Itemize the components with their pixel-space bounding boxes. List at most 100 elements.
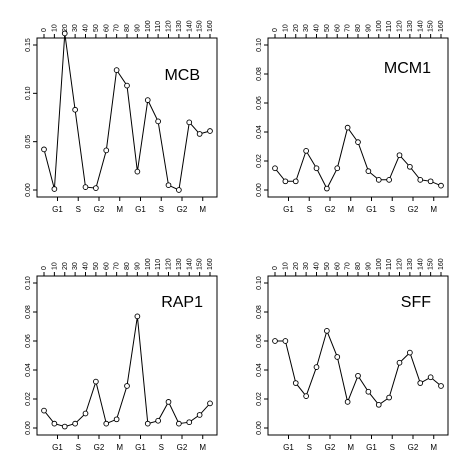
y-tick-label-rap1-3: 0.06 bbox=[25, 334, 32, 348]
data-point-mcm1-14 bbox=[417, 177, 424, 183]
top-tick-label-rap1-6: 60 bbox=[103, 262, 110, 270]
top-tick-label-sff-11: 110 bbox=[386, 259, 393, 270]
bottom-tick-label-mcm1-6: G2 bbox=[408, 205, 419, 214]
data-point-rap1-4 bbox=[82, 410, 89, 417]
bottom-tick-label-rap1-4: G1 bbox=[135, 443, 146, 452]
top-tick-label-mcm1-16: 160 bbox=[438, 20, 445, 32]
data-point-mcm1-4 bbox=[313, 165, 320, 172]
top-tick-label-mcm1-7: 70 bbox=[345, 24, 352, 32]
top-tick-label-mcm1-10: 100 bbox=[376, 20, 383, 32]
y-tick-label-sff-0: 0.00 bbox=[256, 421, 263, 435]
top-tick-label-mcm1-6: 60 bbox=[334, 24, 341, 32]
data-point-rap1-12 bbox=[165, 399, 172, 405]
top-tick-label-sff-5: 50 bbox=[324, 262, 331, 270]
top-tick-label-sff-4: 40 bbox=[314, 262, 321, 270]
panel-title-sff: SFF bbox=[401, 294, 431, 311]
top-tick-label-sff-13: 130 bbox=[407, 258, 414, 270]
data-point-mcm1-12 bbox=[396, 152, 403, 159]
top-tick-label-sff-2: 20 bbox=[293, 262, 300, 270]
bottom-tick-label-mcm1-1: S bbox=[307, 205, 312, 214]
data-point-mcm1-9 bbox=[365, 168, 372, 175]
data-point-sff-14 bbox=[417, 380, 424, 386]
top-tick-label-mcb-3: 30 bbox=[72, 24, 79, 32]
panel-title-mcm1: MCM1 bbox=[384, 60, 431, 77]
y-tick-label-mcb-1: 0.05 bbox=[25, 135, 32, 149]
data-point-rap1-16 bbox=[207, 400, 213, 407]
data-point-rap1-1 bbox=[51, 420, 58, 427]
data-point-mcm1-6 bbox=[334, 165, 341, 172]
data-point-rap1-3 bbox=[72, 420, 78, 427]
bottom-tick-label-sff-1: S bbox=[307, 443, 312, 452]
y-tick-label-sff-3: 0.06 bbox=[256, 334, 263, 348]
data-point-rap1-5 bbox=[93, 378, 99, 385]
data-point-mcm1-7 bbox=[344, 124, 351, 131]
y-tick-label-rap1-2: 0.04 bbox=[25, 363, 32, 377]
top-tick-label-sff-1: 10 bbox=[282, 262, 289, 270]
top-tick-label-sff-0: 0 bbox=[272, 266, 279, 270]
top-tick-label-mcm1-14: 140 bbox=[417, 20, 424, 32]
data-point-rap1-15 bbox=[196, 412, 203, 418]
data-point-sff-3 bbox=[303, 393, 309, 399]
top-tick-label-rap1-14: 140 bbox=[186, 258, 193, 270]
top-tick-label-rap1-4: 40 bbox=[83, 262, 90, 270]
data-point-mcm1-15 bbox=[427, 178, 434, 185]
panel-mcb: 0 10 20 30 40 50 60 70 80 90 100 110 120 130 140 150 160… bbox=[25, 20, 218, 214]
data-point-rap1-7 bbox=[113, 416, 120, 423]
top-tick-label-rap1-16: 160 bbox=[207, 258, 214, 270]
y-tick-label-mcb-3: 0.15 bbox=[25, 38, 32, 52]
y-tick-label-mcb-2: 0.10 bbox=[25, 86, 32, 100]
top-tick-label-mcm1-3: 30 bbox=[303, 24, 310, 32]
top-tick-label-mcm1-12: 120 bbox=[397, 20, 404, 32]
top-tick-label-mcm1-1: 10 bbox=[282, 24, 289, 32]
bottom-tick-label-mcm1-7: M bbox=[430, 205, 437, 214]
top-tick-label-mcb-5: 50 bbox=[93, 24, 100, 32]
top-tick-label-mcm1-9: 90 bbox=[365, 24, 372, 32]
top-tick-label-mcb-6: 60 bbox=[103, 24, 110, 32]
data-point-mcb-14 bbox=[186, 119, 193, 126]
data-point-sff-8 bbox=[355, 372, 361, 379]
y-tick-label-rap1-4: 0.08 bbox=[25, 305, 32, 319]
bottom-tick-label-rap1-7: M bbox=[199, 443, 206, 452]
bottom-tick-label-mcm1-0: G1 bbox=[283, 205, 294, 214]
top-tick-label-mcm1-8: 80 bbox=[355, 24, 362, 32]
top-tick-label-sff-14: 140 bbox=[417, 258, 424, 270]
panel-title-rap1: RAP1 bbox=[161, 294, 203, 311]
top-tick-label-rap1-10: 100 bbox=[145, 258, 152, 270]
data-point-mcb-10 bbox=[144, 97, 151, 103]
top-tick-label-rap1-1: 10 bbox=[51, 262, 58, 270]
bottom-tick-label-mcb-4: G1 bbox=[135, 205, 146, 214]
bottom-tick-label-rap1-6: G2 bbox=[177, 443, 188, 452]
data-point-mcb-6 bbox=[103, 147, 110, 154]
data-point-sff-10 bbox=[375, 401, 382, 408]
series-line-mcb bbox=[43, 33, 211, 191]
data-point-mcm1-0 bbox=[272, 165, 278, 172]
bottom-tick-label-mcb-5: S bbox=[159, 205, 164, 214]
bottom-tick-label-sff-6: G2 bbox=[408, 443, 419, 452]
top-tick-label-sff-10: 100 bbox=[376, 258, 383, 270]
data-point-rap1-2 bbox=[61, 423, 68, 430]
data-point-mcm1-1 bbox=[282, 178, 289, 185]
bottom-tick-label-rap1-2: G2 bbox=[94, 443, 105, 452]
data-point-mcb-3 bbox=[72, 106, 78, 113]
top-tick-label-mcm1-0: 0 bbox=[272, 28, 279, 32]
top-tick-label-rap1-7: 70 bbox=[114, 262, 121, 270]
top-tick-label-sff-9: 90 bbox=[365, 262, 372, 270]
data-point-rap1-13 bbox=[176, 420, 182, 427]
data-point-mcb-7 bbox=[113, 67, 120, 73]
y-tick-label-rap1-5: 0.10 bbox=[25, 276, 32, 290]
bottom-tick-label-sff-4: G1 bbox=[366, 443, 377, 452]
top-tick-label-mcb-10: 100 bbox=[145, 20, 152, 32]
data-point-mcm1-8 bbox=[355, 139, 361, 146]
data-point-sff-15 bbox=[427, 374, 434, 381]
top-tick-label-sff-15: 150 bbox=[428, 258, 435, 270]
data-point-mcb-9 bbox=[134, 168, 141, 175]
data-point-rap1-10 bbox=[144, 420, 151, 427]
data-point-sff-7 bbox=[344, 399, 351, 405]
top-tick-label-rap1-8: 80 bbox=[124, 262, 131, 270]
top-tick-label-mcb-13: 130 bbox=[176, 20, 183, 32]
top-tick-label-sff-16: 160 bbox=[438, 258, 445, 270]
data-point-mcb-13 bbox=[176, 187, 182, 193]
y-tick-label-mcm1-5: 0.10 bbox=[256, 38, 263, 52]
bottom-tick-label-sff-3: M bbox=[347, 443, 354, 452]
data-point-sff-12 bbox=[396, 359, 403, 366]
